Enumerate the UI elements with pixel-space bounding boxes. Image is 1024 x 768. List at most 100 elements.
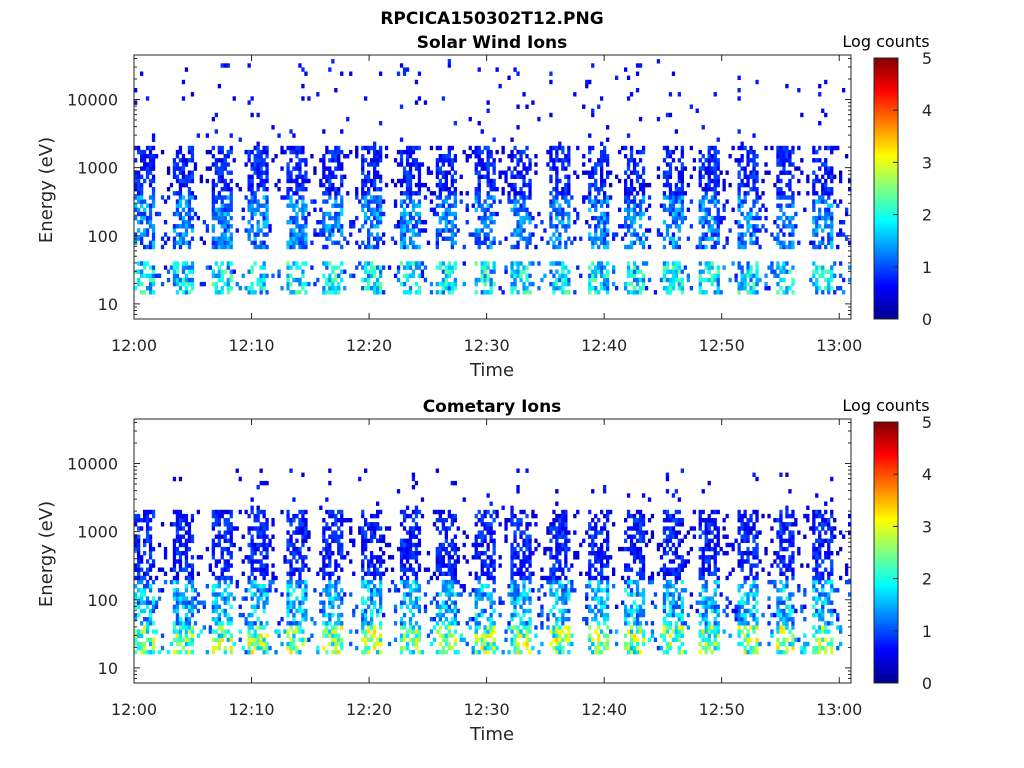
spectrogram-cell <box>190 625 195 630</box>
spectrogram-cell <box>289 220 293 225</box>
spectrogram-cell <box>337 534 341 539</box>
spectrogram-cell <box>229 617 233 622</box>
spectrogram-cell <box>166 236 171 241</box>
spectrogram-cell <box>331 286 335 291</box>
spectrogram-cell <box>175 641 180 647</box>
spectrogram-cell <box>370 555 374 560</box>
spectrogram-cell <box>298 162 302 167</box>
spectrogram-cell <box>143 575 147 581</box>
spectrogram-cell <box>480 269 484 274</box>
spectrogram-cell <box>256 141 260 147</box>
spectrogram-cell <box>262 625 266 630</box>
spectrogram-cell <box>364 96 368 101</box>
spectrogram-cell <box>516 191 520 196</box>
spectrogram-cell <box>632 207 637 213</box>
spectrogram-cell <box>325 526 329 531</box>
spectrogram-cell <box>558 191 562 196</box>
spectrogram-cell <box>441 612 445 618</box>
spectrogram-cell <box>447 604 451 610</box>
spectrogram-cell <box>399 261 404 266</box>
spectrogram-cell <box>325 633 329 638</box>
spectrogram-cell <box>370 207 374 213</box>
spectrogram-cell <box>295 211 299 217</box>
spectrogram-cell <box>316 220 320 225</box>
spectrogram-cell <box>713 92 717 97</box>
spectrogram-cell <box>250 612 254 618</box>
spectrogram-cell <box>322 645 326 651</box>
spectrogram-cell <box>181 166 186 171</box>
spectrogram-cell <box>426 166 431 171</box>
spectrogram-cell <box>211 551 215 556</box>
spectrogram-cell <box>370 596 374 601</box>
spectrogram-cell <box>172 551 177 556</box>
spectrogram-cell <box>644 207 649 213</box>
spectrogram-cell <box>322 526 326 531</box>
spectrogram-cell <box>405 538 410 544</box>
spectrogram-cell <box>537 211 541 217</box>
spectrogram-cell <box>444 617 448 622</box>
spectrogram-cell <box>340 129 344 134</box>
spectrogram-cell <box>788 224 792 229</box>
spectrogram-cell <box>414 182 419 188</box>
spectrogram-cell <box>453 608 457 614</box>
spectrogram-cell <box>379 236 383 241</box>
spectrogram-cell <box>280 286 284 291</box>
spectrogram-cell <box>749 211 753 217</box>
spectrogram-cell <box>301 600 305 605</box>
spectrogram-cell <box>250 228 254 233</box>
spectrogram-cell <box>137 538 141 544</box>
spectrogram-cell <box>211 145 215 151</box>
spectrogram-cell <box>680 166 684 171</box>
spectrogram-cell <box>298 522 302 527</box>
spectrogram-cell <box>262 542 266 548</box>
spectrogram-cell <box>250 546 254 552</box>
spectrogram-cell <box>441 215 445 221</box>
spectrogram-cell <box>148 641 153 647</box>
spectrogram-cell <box>638 174 643 180</box>
spectrogram-cell <box>304 236 308 241</box>
spectrogram-cell <box>143 542 147 548</box>
spectrogram-cell <box>411 612 416 618</box>
spectrogram-cell <box>402 228 407 233</box>
spectrogram-cell <box>414 290 419 295</box>
spectrogram-cell <box>444 281 448 287</box>
spectrogram-cell <box>752 149 756 155</box>
spectrogram-cell <box>253 261 257 266</box>
spectrogram-cell <box>414 546 419 552</box>
spectrogram-cell <box>223 509 227 515</box>
spectrogram-cell <box>591 166 595 171</box>
spectrogram-cell <box>489 220 493 225</box>
spectrogram-cell <box>411 518 416 523</box>
spectrogram-cell <box>680 207 684 213</box>
spectrogram-cell <box>450 281 454 287</box>
spectrogram-cell <box>647 228 652 233</box>
spectrogram-cell <box>516 162 520 167</box>
spectrogram-cell <box>140 195 144 200</box>
spectrogram-cell <box>671 211 676 217</box>
spectrogram-cell <box>145 261 150 266</box>
spectrogram-cell <box>145 174 150 180</box>
spectrogram-cell <box>178 149 183 155</box>
spectrogram-cell <box>528 261 532 266</box>
spectrogram-cell <box>776 236 780 241</box>
spectrogram-cell <box>624 207 628 213</box>
spectrogram-cell <box>376 526 380 531</box>
spectrogram-cell <box>376 224 380 229</box>
spectrogram-cell <box>818 240 822 246</box>
spectrogram-cell <box>172 575 177 581</box>
spectrogram-cell <box>163 240 168 246</box>
spectrogram-cell <box>417 170 422 175</box>
spectrogram-cell <box>172 158 177 163</box>
spectrogram-cell <box>474 261 478 266</box>
spectrogram-cell <box>453 195 457 200</box>
spectrogram-cell <box>223 567 227 572</box>
spectrogram-cell <box>668 154 673 159</box>
spectrogram-cell <box>364 261 368 266</box>
spectrogram-cell <box>334 584 338 589</box>
spectrogram-cell <box>447 220 451 225</box>
spectrogram-cell <box>328 261 332 266</box>
spectrogram-cell <box>238 187 242 192</box>
spectrogram-cell <box>624 187 628 192</box>
spectrogram-cell <box>364 584 368 589</box>
spectrogram-cell <box>217 575 221 581</box>
